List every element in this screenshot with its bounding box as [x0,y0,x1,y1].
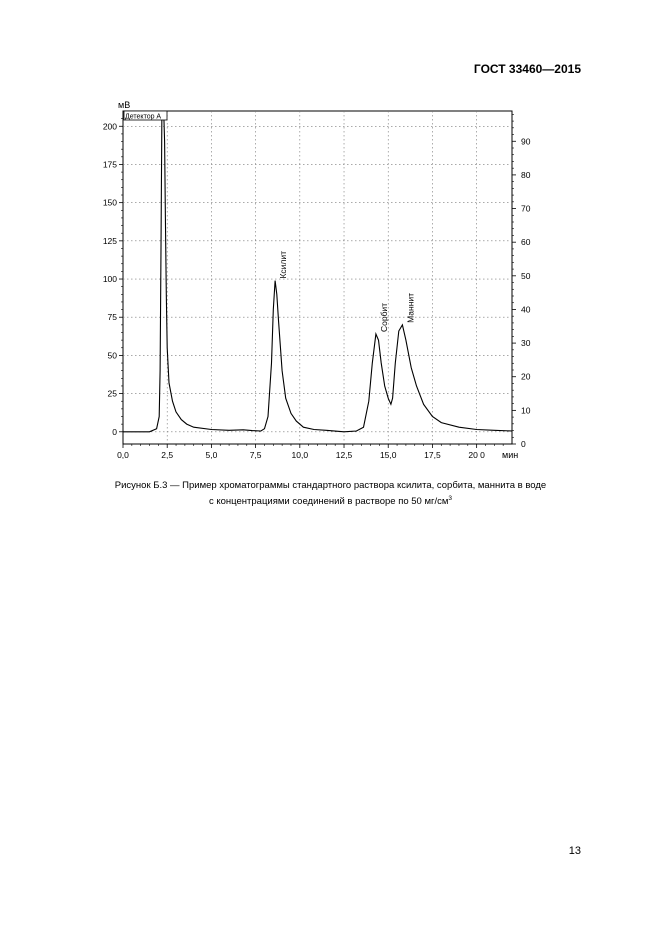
grid-vertical [166,111,477,444]
y-axis-label: мВ [118,100,130,110]
x-tick-label: 20 0 [468,450,485,460]
x-tick-label: 0,0 [117,450,129,460]
y-tick-label: 175 [103,159,117,169]
x-axis: 0,0 2,5 5,0 7,5 10,0 12,5 15,0 17,5 20 0 [117,444,504,460]
standard-number: ГОСТ 33460—2015 [473,62,581,76]
y-tick-label: 150 [103,198,117,208]
y2-tick-label: 60 [521,237,531,247]
page-number: 13 [568,845,581,857]
y-tick-label: 125 [103,236,117,246]
caption-line-2: с концентрациями соединений в растворе п… [0,492,661,508]
x-tick-label: 7,5 [250,450,262,460]
y-axis: 0 25 50 75 100 125 150 175 200 [103,118,123,437]
y2-tick-label: 50 [521,271,531,281]
chart-svg: 0,0 2,5 5,0 7,5 10,0 12,5 15,0 17,5 20 0 0 25 50 75… [103,100,531,460]
caption-line-1: Рисунок Б.3 — Пример хроматограммы станд… [114,480,547,491]
x-tick-label: 15,0 [380,450,397,460]
plot-frame [122,110,513,445]
peak-label: Ксилит [278,251,288,279]
y-tick-label: 0 [112,427,117,437]
y-tick-label: 200 [103,121,117,131]
y2-tick-label: 80 [521,170,531,180]
y-axis-right: 0 10 20 30 40 50 60 70 80 90 [512,114,531,449]
chromatogram-chart: 0,0 2,5 5,0 7,5 10,0 12,5 15,0 17,5 20 0 0 25 50 75… [103,100,531,460]
legend-label: Детектор А [125,114,161,121]
y2-tick-label: 20 [521,372,531,382]
figure-caption: Рисунок Б.3 — Пример хроматограммы станд… [0,479,661,508]
y2-tick-label: 30 [521,338,531,348]
y2-tick-label: 10 [521,405,531,415]
y-tick-label: 100 [103,274,117,284]
caption-line-2-text: с концентрациями соединений в растворе п… [208,496,449,508]
y2-tick-label: 0 [521,439,526,449]
y-tick-label: 50 [108,350,118,360]
y2-tick-label: 70 [521,204,531,214]
y-tick-label: 25 [108,389,118,399]
caption-superscript: 3 [448,495,453,502]
x-tick-label: 12,5 [336,450,353,460]
x-axis-label: мин [502,450,518,460]
peak-label: Маннит [405,293,415,323]
y2-tick-label: 90 [521,136,531,146]
x-tick-label: 17,5 [424,450,441,460]
y-tick-label: 75 [108,312,118,322]
x-tick-label: 10,0 [292,450,309,460]
x-tick-label: 5,0 [205,450,217,460]
legend-box [123,110,168,121]
x-tick-label: 2,5 [161,450,173,460]
y2-tick-label: 40 [521,304,531,314]
grid-horizontal [123,125,512,433]
peak-label: Сорбит [379,303,389,332]
peak-labels: Ксилит Сорбит Маннит [278,251,415,332]
chromatogram-line [123,110,513,433]
